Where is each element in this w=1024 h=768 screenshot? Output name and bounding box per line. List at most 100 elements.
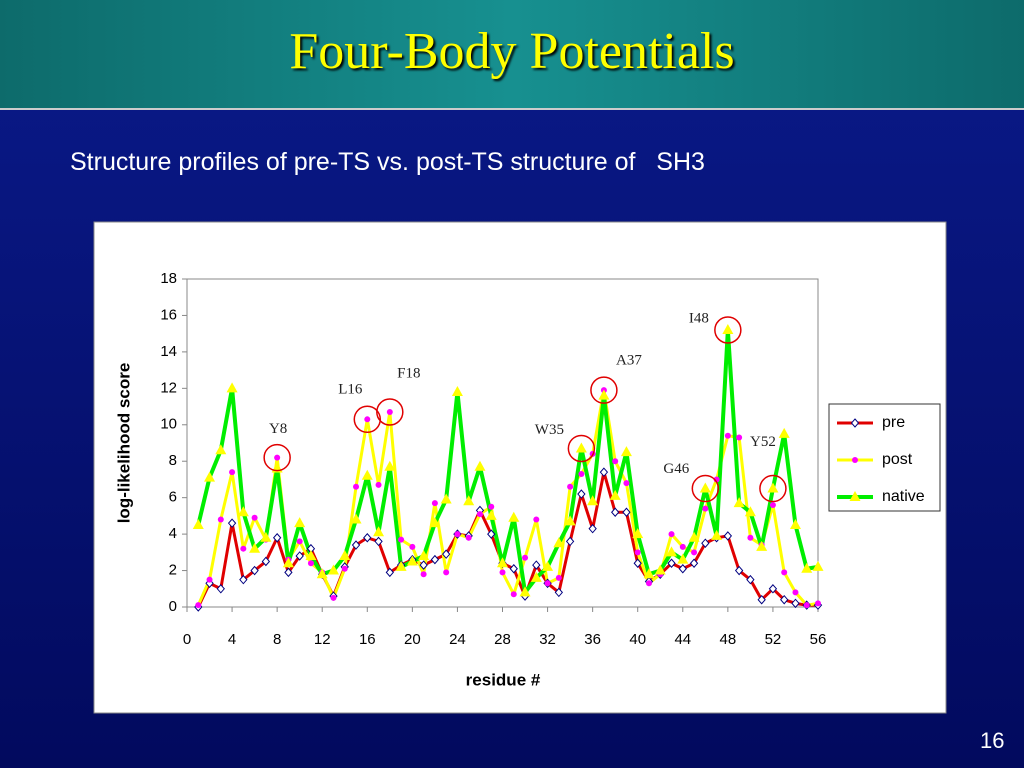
marker	[497, 557, 508, 568]
marker	[229, 469, 236, 476]
marker	[678, 563, 687, 574]
series-line	[196, 328, 819, 595]
marker	[386, 409, 393, 416]
marker	[272, 532, 282, 543]
marker	[375, 481, 382, 488]
annotation-label: Y52	[750, 434, 776, 450]
marker	[305, 549, 317, 560]
marker	[350, 513, 362, 524]
marker	[620, 446, 632, 457]
marker	[622, 507, 631, 518]
marker	[351, 540, 361, 550]
marker	[217, 516, 224, 523]
y-axis-label: log-likelihood score	[114, 363, 133, 524]
annotation-label: W35	[535, 422, 564, 438]
marker	[296, 538, 303, 545]
marker	[294, 517, 306, 528]
marker	[204, 471, 216, 482]
marker	[744, 506, 756, 517]
legend-label: pre	[882, 414, 905, 431]
x-tick-label: 28	[494, 631, 511, 648]
x-tick-label: 40	[629, 631, 646, 648]
annotation-circle	[759, 474, 787, 503]
marker	[429, 517, 441, 528]
marker	[499, 569, 506, 576]
marker	[643, 568, 655, 579]
x-tick-label: 56	[810, 631, 827, 648]
marker	[733, 497, 745, 508]
legend-marker	[850, 418, 860, 428]
marker	[249, 542, 261, 553]
legend-label: post	[882, 451, 913, 468]
marker	[519, 586, 531, 597]
annotation-circle	[691, 474, 720, 503]
marker	[768, 584, 778, 594]
title-bar	[0, 0, 1024, 110]
marker	[443, 569, 450, 576]
marker	[206, 576, 213, 583]
x-tick-label: 0	[183, 631, 191, 648]
marker	[578, 470, 585, 477]
x-tick-label: 16	[359, 631, 376, 648]
marker	[451, 385, 463, 396]
marker	[195, 602, 202, 609]
marker	[364, 416, 371, 423]
marker	[668, 531, 675, 538]
marker	[611, 507, 620, 518]
marker	[509, 563, 518, 574]
y-tick-label: 14	[160, 343, 177, 360]
marker	[598, 389, 610, 400]
marker	[227, 518, 237, 528]
marker	[567, 483, 574, 490]
marker	[488, 503, 495, 510]
marker	[363, 532, 372, 543]
marker	[769, 501, 776, 508]
marker	[463, 495, 475, 506]
y-tick-label: 16	[160, 306, 177, 323]
marker	[599, 467, 609, 477]
annotation-circle	[263, 443, 291, 472]
marker	[634, 549, 641, 556]
marker	[812, 560, 824, 571]
marker	[654, 564, 666, 575]
x-axis-label: residue #	[466, 670, 541, 689]
y-tick-label: 12	[160, 379, 177, 396]
marker	[418, 549, 430, 560]
marker	[419, 560, 428, 570]
marker	[260, 531, 272, 542]
slide-subtitle: Structure profiles of pre-TS vs. post-TS…	[70, 148, 705, 176]
marker	[736, 434, 743, 441]
annotation-label: Y8	[269, 421, 287, 437]
marker	[724, 432, 731, 439]
marker	[542, 560, 554, 571]
legend-marker	[849, 491, 861, 501]
marker	[395, 560, 407, 571]
marker	[476, 511, 483, 518]
annotation-circle	[567, 434, 596, 463]
marker	[553, 537, 565, 548]
marker	[440, 493, 452, 504]
legend-marker	[852, 457, 858, 463]
marker	[623, 480, 630, 487]
x-tick-label: 44	[674, 631, 691, 648]
marker	[373, 526, 385, 537]
marker	[544, 580, 551, 587]
x-tick-label: 20	[404, 631, 421, 648]
marker	[487, 529, 496, 539]
marker	[307, 560, 314, 567]
marker	[216, 584, 225, 594]
marker	[374, 536, 383, 547]
annotation-label: L16	[338, 382, 363, 398]
marker	[677, 553, 689, 564]
marker	[251, 514, 258, 521]
marker	[361, 469, 373, 480]
marker	[485, 509, 497, 520]
marker	[226, 382, 238, 393]
marker	[587, 495, 599, 506]
marker	[474, 460, 486, 471]
marker	[398, 536, 405, 543]
x-tick-label: 36	[584, 631, 601, 648]
marker	[295, 551, 304, 561]
marker	[409, 543, 416, 550]
marker	[530, 571, 542, 582]
